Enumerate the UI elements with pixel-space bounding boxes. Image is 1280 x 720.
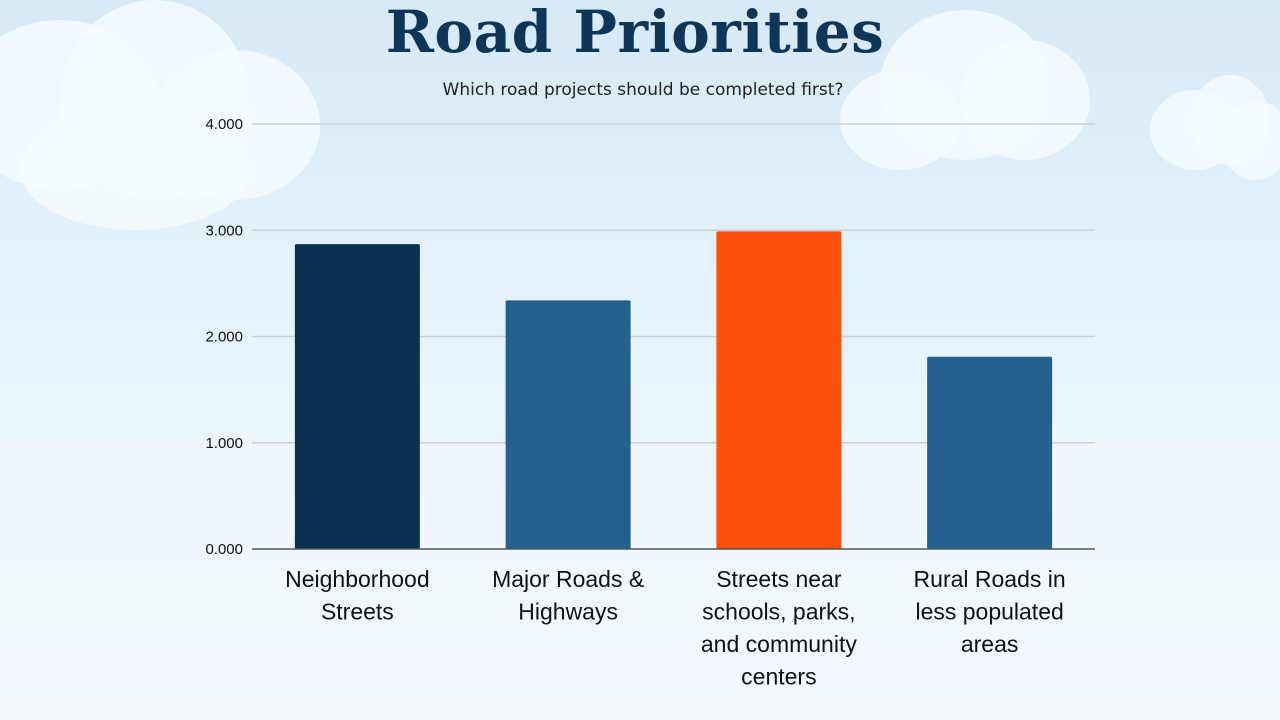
x-category-label-line: Streets <box>321 599 394 625</box>
bar <box>505 300 631 549</box>
y-axis-ticks: 0.000 1.000 2.000 3.000 4.000 <box>205 116 243 558</box>
bar <box>294 244 420 549</box>
cloud-decoration <box>960 40 1090 160</box>
x-category-label: Major Roads & Highways <box>492 566 644 625</box>
x-category-label-line: schools, parks, <box>702 599 855 625</box>
cloud-decoration <box>1220 100 1280 180</box>
cloud-decoration <box>840 70 960 170</box>
x-category-label-line: Streets near <box>716 566 842 592</box>
x-category-label: Rural Roads in less populated areas <box>914 566 1066 657</box>
chart-subtitle: Which road projects should be completed … <box>442 80 844 100</box>
y-tick-label: 0.000 <box>205 541 243 558</box>
x-category-label-line: Major Roads & <box>492 566 644 592</box>
chart-title: Road Priorities <box>385 0 885 66</box>
bars <box>294 231 1053 549</box>
x-axis-category-labels: Neighborhood Streets Major Roads & Highways… <box>285 566 1066 690</box>
x-category-label-line: Rural Roads in <box>914 566 1066 592</box>
cloud-decoration <box>20 110 250 230</box>
x-category-label-line: areas <box>961 631 1019 657</box>
y-tick-label: 1.000 <box>205 435 243 452</box>
y-tick-label: 3.000 <box>205 222 243 239</box>
bar <box>716 231 842 549</box>
x-category-label-line: Neighborhood <box>285 566 430 592</box>
x-category-label-line: Highways <box>518 599 618 625</box>
y-tick-label: 4.000 <box>205 116 243 133</box>
x-category-label: Neighborhood Streets <box>285 566 430 625</box>
x-category-label-line: and community <box>701 631 857 657</box>
bar <box>927 356 1053 549</box>
x-category-label-line: less populated <box>915 599 1063 625</box>
x-category-label-line: centers <box>741 664 816 690</box>
x-category-label: Streets near schools, parks, and community… <box>701 566 857 690</box>
y-tick-label: 2.000 <box>205 329 243 346</box>
